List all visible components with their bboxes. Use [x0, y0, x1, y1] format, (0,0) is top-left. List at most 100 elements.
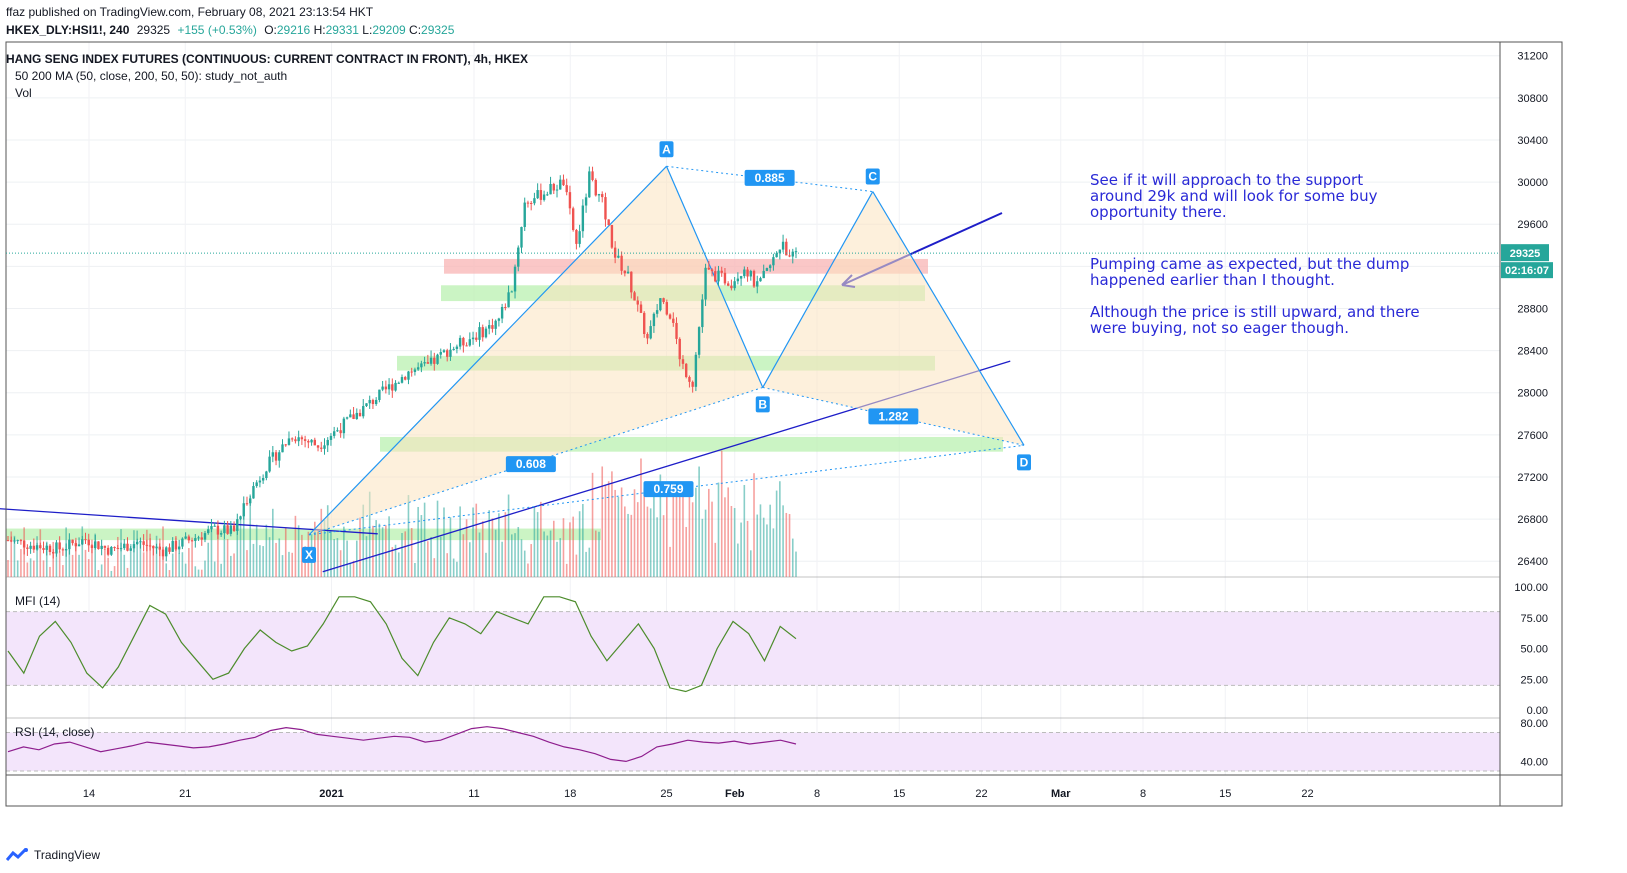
point-a-label: A [662, 142, 671, 156]
volume-bar [772, 528, 775, 577]
volume-bar [230, 555, 232, 577]
candle-body [358, 412, 362, 417]
candle-body [617, 255, 620, 258]
volume-bar [688, 495, 691, 577]
study-legend[interactable]: 50 200 MA (50, close, 200, 50, 50): stud… [15, 69, 288, 83]
volume-bar [630, 514, 633, 577]
annotation-text[interactable]: See if it will approach to the support a… [1090, 172, 1420, 336]
candle-body [219, 533, 223, 535]
volume-bar [527, 563, 529, 577]
volume-bar [620, 487, 623, 577]
candle-body [639, 304, 643, 313]
volume-bar [511, 534, 513, 577]
volume-bar [520, 539, 523, 577]
volume-bar [588, 547, 591, 577]
volume-bar [142, 552, 145, 577]
volume-bar [488, 510, 490, 577]
volume-bar [733, 508, 736, 577]
candle-body [675, 322, 678, 339]
time-tick-label: 15 [1219, 788, 1231, 800]
volume-bar [378, 523, 381, 577]
volume-bar [259, 545, 261, 577]
volume-bar [68, 542, 71, 577]
volume-bar [126, 567, 129, 577]
candle-body [613, 247, 617, 258]
low-label: L: [362, 23, 373, 37]
support-zone [6, 528, 601, 541]
candle-body [148, 545, 152, 547]
candle-body [22, 540, 26, 548]
volume-bar [659, 474, 662, 577]
candle-body [307, 440, 310, 443]
ratio-xd-label-bg [643, 481, 694, 498]
candle-body [562, 179, 565, 186]
price-change: +155 (+0.53%) [177, 23, 257, 37]
candle-body [500, 306, 504, 319]
volume-bar [427, 541, 429, 577]
volume-bar [540, 501, 542, 577]
volume-bars [7, 450, 797, 577]
volume-bar [756, 514, 759, 577]
time-tick-label: 8 [1140, 788, 1146, 800]
volume-legend[interactable]: Vol [15, 86, 32, 100]
candle-body [87, 539, 90, 546]
ticker[interactable]: HKEX_DLY:HSI1!, 240 [6, 23, 130, 37]
candle-body [177, 546, 181, 550]
price-candles [6, 166, 798, 562]
volume-bar [469, 542, 471, 577]
candle-body [249, 498, 252, 504]
candle-body [678, 338, 681, 360]
volume-bar [604, 484, 607, 577]
volume-bar [552, 520, 555, 577]
candle-body [662, 298, 665, 303]
point-a-label-bg [659, 141, 674, 158]
candle-body [513, 266, 517, 292]
candle-body [400, 377, 404, 383]
candle-body [239, 516, 242, 520]
volume-bar [133, 530, 135, 577]
volume-bar [165, 563, 168, 577]
volume-bar [207, 542, 210, 577]
candle-body [116, 548, 120, 550]
volume-bar [569, 522, 571, 577]
tradingview-logo[interactable]: TradingView [6, 848, 100, 862]
candle-body [168, 547, 171, 552]
candle-body [520, 226, 523, 248]
volume-bar [633, 489, 636, 577]
candle-body [707, 267, 711, 270]
candle-body [174, 540, 178, 550]
volume-bar [381, 527, 384, 577]
volume-bar [649, 508, 652, 577]
candle-body [213, 525, 216, 527]
volume-bar [640, 458, 642, 577]
candle-body [665, 302, 669, 315]
volume-bar [178, 553, 180, 577]
candle-body [578, 231, 581, 244]
candle-body [743, 269, 746, 277]
candle-body [768, 265, 772, 269]
candle-body [416, 367, 420, 370]
volume-bar [746, 520, 749, 577]
volume-bar [653, 493, 655, 577]
candle-body [181, 538, 184, 547]
candle-body [568, 192, 572, 209]
instrument-title[interactable]: HANG SENG INDEX FUTURES (CONTINUOUS: CUR… [6, 52, 528, 66]
pattern-leg [872, 191, 1025, 446]
candle-body [303, 439, 307, 441]
candle-body [623, 270, 627, 274]
candle-body [620, 255, 623, 271]
volume-bar [601, 466, 604, 577]
volume-bar [226, 539, 229, 577]
volume-bar [517, 526, 520, 577]
volume-bar [523, 550, 526, 577]
volume-bar [498, 513, 500, 577]
candle-body [39, 545, 42, 549]
volume-bar [433, 558, 436, 577]
volume-bar [291, 552, 293, 577]
volume-bar [123, 554, 126, 577]
volume-bar [530, 544, 532, 577]
candle-body [242, 503, 245, 517]
volume-bar [727, 487, 729, 577]
candle-body [310, 439, 313, 443]
